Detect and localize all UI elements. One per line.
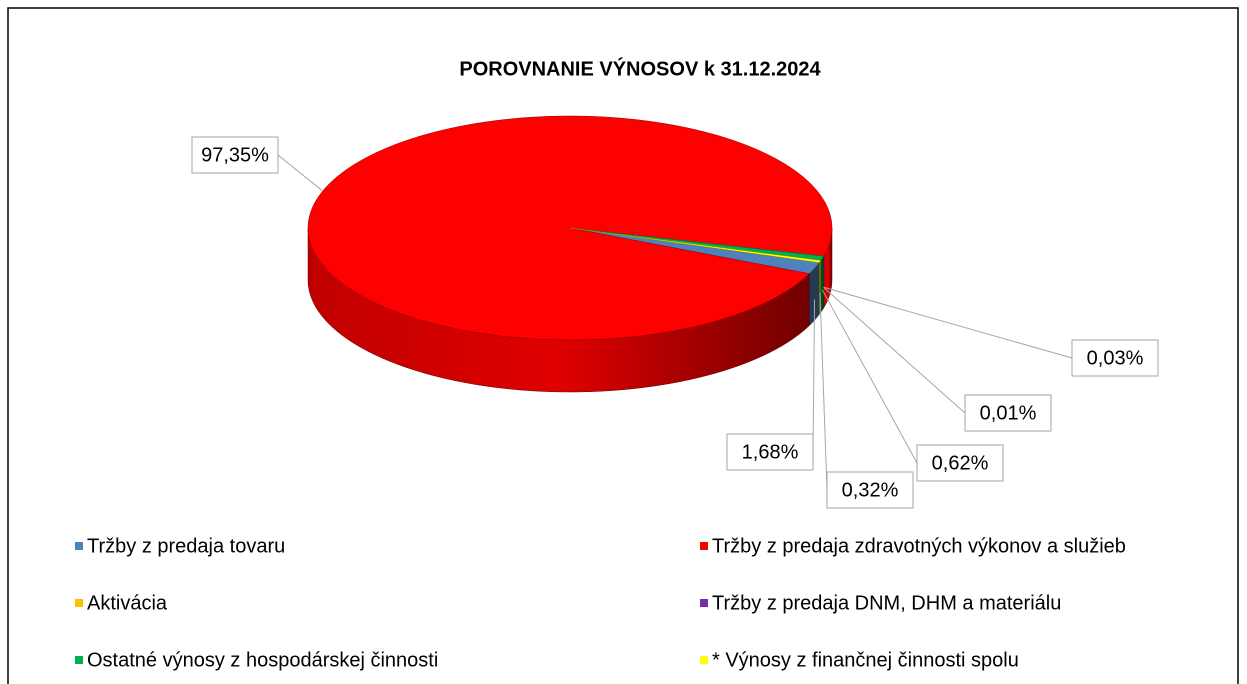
legend-label: Tržby z predaja zdravotných výkonov a sl… <box>712 535 1126 557</box>
data-label: 0,03% <box>1087 347 1144 369</box>
chart-title: POROVNANIE VÝNOSOV k 31.12.2024 <box>459 56 821 80</box>
data-label-box <box>726 433 814 471</box>
leader-line <box>277 154 323 192</box>
legend-label: Tržby z predaja DNM, DHM a materiálu <box>712 592 1061 614</box>
data-label: 0,32% <box>842 479 899 501</box>
legend-swatch <box>75 542 83 550</box>
leader-line <box>821 289 918 464</box>
data-label-box <box>191 136 279 174</box>
legend-swatch <box>75 656 83 664</box>
data-label: 0,01% <box>980 402 1037 424</box>
data-label: 0,62% <box>932 452 989 474</box>
data-label-box <box>916 444 1004 482</box>
data-label-box <box>826 471 914 509</box>
slice-side <box>820 255 824 314</box>
legend-swatch <box>700 542 708 550</box>
leader-line <box>823 286 1073 359</box>
legend-label: Tržby z predaja tovaru <box>87 535 285 557</box>
leader-line <box>819 292 828 491</box>
leader-line <box>823 287 966 414</box>
legend-label: Ostatné výnosy z hospodárskej činnosti <box>87 649 438 671</box>
legend-swatch <box>700 599 708 607</box>
legend-swatch <box>75 599 83 607</box>
slice <box>569 227 822 263</box>
data-label-box <box>1071 339 1159 377</box>
data-label-box <box>964 394 1052 432</box>
legend-label: Aktivácia <box>87 592 168 614</box>
frame <box>7 7 1239 684</box>
legend-label: * Výnosy z finančnej činnosti spolu <box>712 649 1019 671</box>
data-label: 1,68% <box>742 441 799 463</box>
data-label: 97,35% <box>201 144 269 166</box>
legend-swatch <box>700 656 708 664</box>
leader-line <box>812 299 816 453</box>
